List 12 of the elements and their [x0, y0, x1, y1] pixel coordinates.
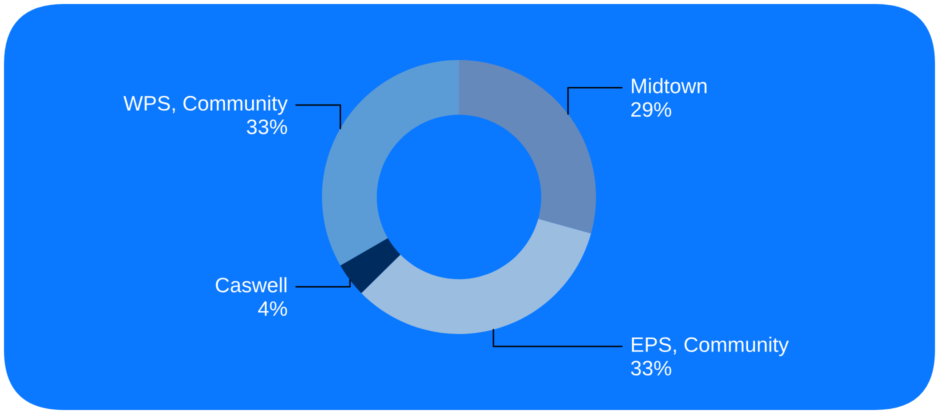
data-label: 33%	[246, 119, 288, 134]
donut-slice	[361, 218, 592, 334]
slice-label: Caswell	[216, 277, 286, 292]
donut-slice	[459, 60, 596, 234]
donut-slice	[340, 238, 400, 294]
donut-slice	[322, 60, 459, 266]
slice-label: WPS, Community	[123, 95, 288, 115]
slice-label: Midtown	[632, 78, 706, 94]
data-label: 4%	[258, 301, 288, 316]
data-label: 29%	[631, 102, 672, 117]
data-label: 33%	[631, 360, 672, 376]
slice-label: EPS, Community	[632, 336, 789, 356]
